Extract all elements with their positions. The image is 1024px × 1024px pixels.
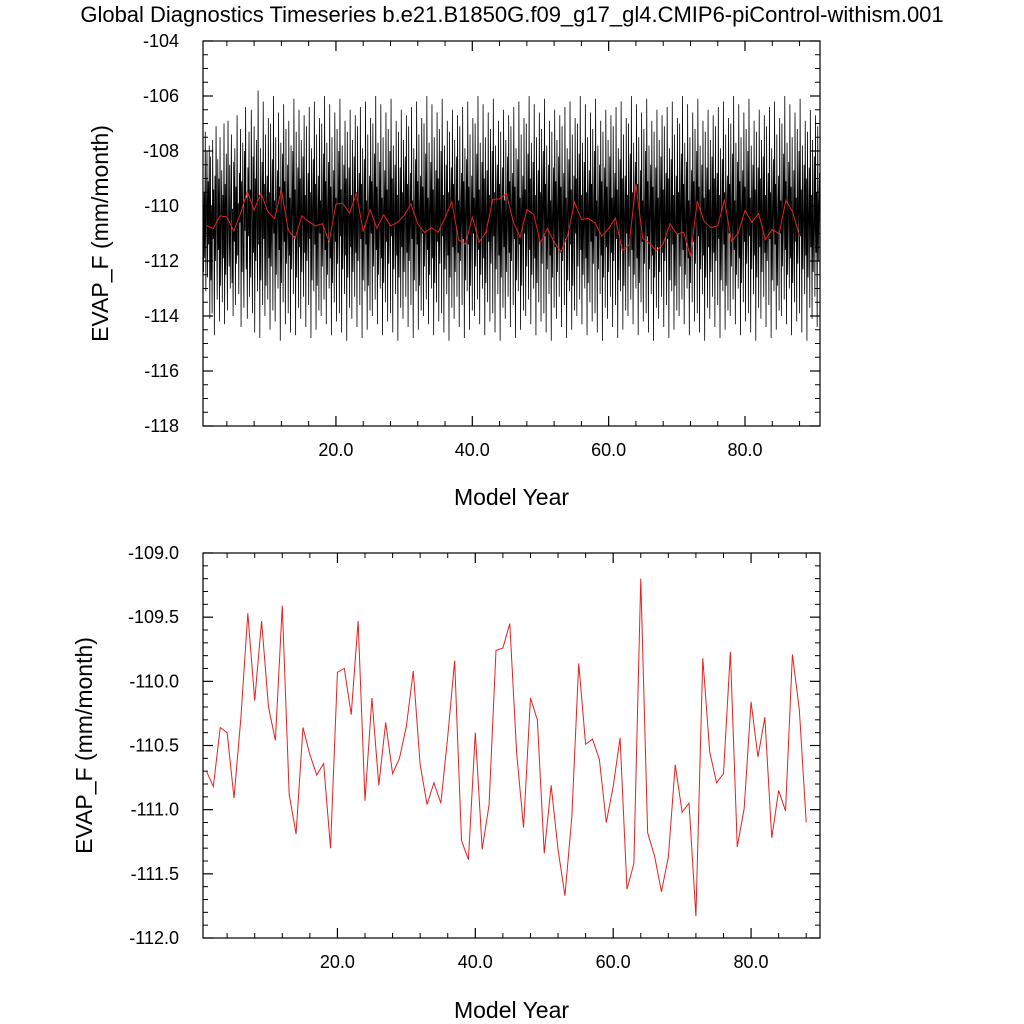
x-tick-label: 60.0 [591,440,626,460]
top-panel: 20.0 40.0 60.0 80.0 -118 -116 -114 -112 -110 -108… [87,31,821,510]
bottom-panel: 20.0 40.0 60.0 80.0 -112.0 -111.5 -111.0 -110.5… [71,543,821,1023]
x-tick-label: 80.0 [734,952,769,972]
y-tick-label: -112 [144,251,179,271]
series-line-annual [206,183,801,257]
series-line-monthly [203,90,820,341]
x-tick-label: 20.0 [318,440,353,460]
y-tick-label: -110.5 [129,736,179,756]
y-tick-label: -108 [143,141,179,161]
y-tick-label: -109.5 [128,607,179,627]
series-line-annual [205,578,807,917]
x-axis-label: Model Year [454,997,569,1023]
x-tick-label: 20.0 [320,952,355,972]
y-tick-label: -116 [144,361,179,381]
y-tick-label: -114 [144,306,179,326]
x-tick-label: 80.0 [727,440,762,460]
y-tick-label: -112.0 [129,928,179,948]
y-axis-label: EVAP_F (mm/month) [71,637,97,854]
y-tick-label: -111.5 [131,864,179,884]
x-axis-label: Model Year [454,484,569,510]
y-tick-label: -106 [143,86,179,106]
plot-frame [202,552,821,939]
y-tick-label: -109.0 [128,543,179,563]
y-tick-label: -104 [143,31,179,51]
y-tick-label: -111.0 [131,800,179,820]
x-tick-label: 40.0 [458,952,493,972]
x-tick-label: 60.0 [596,952,631,972]
y-axis-label: EVAP_F (mm/month) [87,125,113,342]
y-tick-label: -110.0 [129,671,179,691]
y-tick-label: -110 [144,196,179,216]
y-tick-label: -118 [144,416,179,436]
x-tick-label: 40.0 [455,440,490,460]
figure-title: Global Diagnostics Timeseries b.e21.B185… [80,2,944,27]
